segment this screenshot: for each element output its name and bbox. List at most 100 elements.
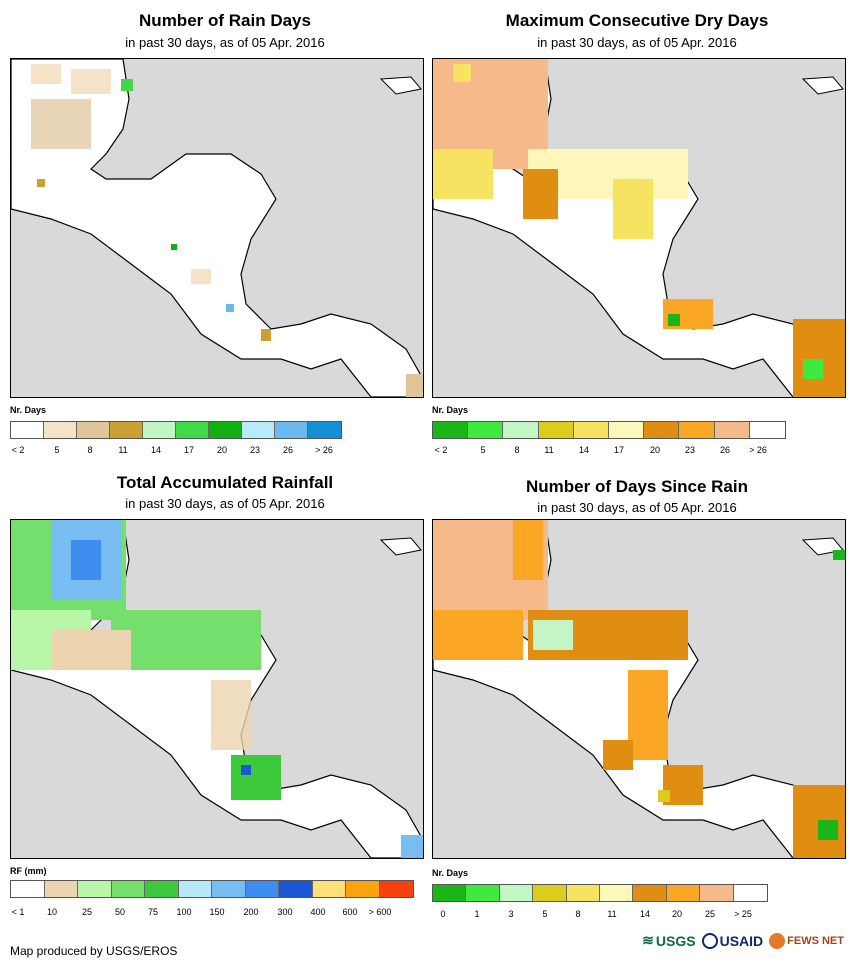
legend-swatch <box>145 881 179 897</box>
map-days-since-rain[interactable] <box>432 519 846 859</box>
panel-max-dry-days: Maximum Consecutive Dry Days in past 30 … <box>427 0 847 470</box>
fewsnet-logo[interactable]: FEWS NET <box>769 932 844 949</box>
legend-swatch <box>499 885 534 901</box>
legend-tick: 25 <box>704 909 716 919</box>
legend-tick: 5 <box>54 445 60 455</box>
fewsnet-logo-text: FEWS NET <box>787 934 844 947</box>
legend-tick: 25 <box>81 907 93 917</box>
legend-tick: 11 <box>607 909 617 919</box>
legend-swatch <box>433 885 467 901</box>
legend-swatch <box>143 422 176 438</box>
legend-tick: < 2 <box>434 445 448 455</box>
legend-swatch <box>633 885 667 901</box>
legend-tick: 1 <box>474 909 480 919</box>
legend-swatch <box>78 881 112 897</box>
panel-subtitle: in past 30 days, as of 05 Apr. 2016 <box>125 35 325 50</box>
legend-tick: 11 <box>118 445 128 455</box>
map-total-rainfall[interactable] <box>10 519 424 859</box>
legend-swatch <box>44 881 78 897</box>
legend-swatch <box>714 422 750 438</box>
legend-tick: 14 <box>639 909 651 919</box>
legend-title: RF (mm) <box>10 866 47 876</box>
legend-tick: 75 <box>147 907 159 917</box>
legend-bar <box>10 880 414 898</box>
legend-tick: 20 <box>216 445 228 455</box>
legend-swatch <box>749 422 785 438</box>
legend-swatch <box>245 881 279 897</box>
legend-tick: 3 <box>508 909 514 919</box>
map-rain-days[interactable] <box>10 58 424 398</box>
legend-tick: 600 <box>342 907 358 917</box>
legend-tick: 8 <box>575 909 581 919</box>
legend-tick: 100 <box>176 907 192 917</box>
legend-tick: 17 <box>613 445 625 455</box>
legend-bar <box>10 421 342 439</box>
legend-tick: 0 <box>440 909 446 919</box>
panel-title: Number of Days Since Rain <box>525 477 748 496</box>
map-canvas <box>433 59 845 397</box>
legend-title: Nr. Days <box>432 405 469 415</box>
usaid-logo[interactable]: USAID <box>701 932 763 949</box>
legend-swatch <box>538 422 574 438</box>
panel-subtitle: in past 30 days, as of 05 Apr. 2016 <box>125 496 325 511</box>
legend-swatch <box>679 422 715 438</box>
panel-rain-days: Number of Rain Days in past 30 days, as … <box>0 0 424 470</box>
legend-swatch <box>379 881 413 897</box>
legend-tick: 26 <box>282 445 294 455</box>
legend-swatch <box>212 881 246 897</box>
panel-title: Number of Rain Days <box>139 11 311 30</box>
legend-title: Nr. Days <box>432 868 469 878</box>
legend-swatch <box>700 885 734 901</box>
legend-bar <box>432 421 786 439</box>
legend-swatch <box>111 881 145 897</box>
legend-tick: 11 <box>544 445 554 455</box>
legend-tick: 5 <box>480 445 486 455</box>
legend-tick: 50 <box>114 907 126 917</box>
footer-credit: Map produced by USGS/EROS <box>10 944 178 958</box>
usgs-logo[interactable]: ≋ USGS <box>642 932 695 949</box>
legend-swatch <box>279 881 313 897</box>
fewsnet-globe-icon <box>769 932 786 949</box>
legend-bar <box>432 884 768 902</box>
legend-tick: 17 <box>183 445 195 455</box>
legend-swatch <box>44 422 77 438</box>
map-canvas <box>11 59 423 397</box>
map-canvas <box>11 520 423 858</box>
legend-tick: > 26 <box>315 445 333 455</box>
legend-swatch <box>503 422 539 438</box>
map-max-dry-days[interactable] <box>432 58 846 398</box>
panel-title: Total Accumulated Rainfall <box>116 473 334 492</box>
legend-tick: 150 <box>209 907 225 917</box>
legend-swatch <box>733 885 767 901</box>
legend-swatch <box>110 422 143 438</box>
legend-tick: 8 <box>514 445 520 455</box>
legend-swatch <box>11 422 44 438</box>
legend-swatch <box>242 422 275 438</box>
legend-swatch <box>433 422 469 438</box>
legend-swatch <box>468 422 504 438</box>
usaid-seal-icon <box>701 932 718 949</box>
panel-subtitle: in past 30 days, as of 05 Apr. 2016 <box>537 35 737 50</box>
legend-tick: 23 <box>249 445 261 455</box>
legend-swatch <box>308 422 341 438</box>
legend-swatch <box>312 881 346 897</box>
usgs-logo-icon: ≋ <box>642 932 654 948</box>
legend-swatch <box>599 885 634 901</box>
legend-tick: 14 <box>150 445 162 455</box>
legend-tick: 300 <box>277 907 293 917</box>
legend-tick: 26 <box>719 445 731 455</box>
legend-swatch <box>209 422 242 438</box>
panel-days-since-rain: Number of Days Since Rain in past 30 day… <box>427 465 847 935</box>
panel-total-rainfall: Total Accumulated Rainfall in past 30 da… <box>0 465 424 935</box>
legend-tick: > 25 <box>734 909 752 919</box>
legend-swatch <box>533 885 567 901</box>
legend-tick: > 26 <box>749 445 767 455</box>
legend-tick: < 2 <box>11 445 25 455</box>
legend-title: Nr. Days <box>10 405 47 415</box>
legend-swatch <box>466 885 500 901</box>
legend-tick: 20 <box>671 909 683 919</box>
legend-tick: < 1 <box>11 907 25 917</box>
legend-swatch <box>275 422 308 438</box>
legend-tick: 5 <box>542 909 548 919</box>
legend-tick: > 600 <box>368 907 392 917</box>
